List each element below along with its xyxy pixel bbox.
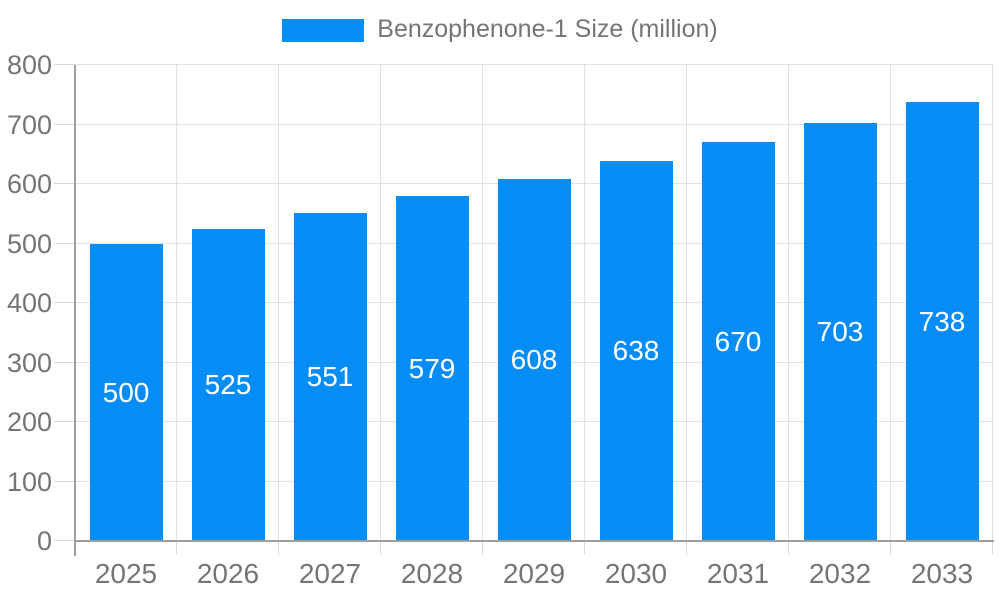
x-grid-line — [992, 65, 993, 541]
x-tick-label: 2030 — [604, 558, 668, 589]
x-tick-label: 2031 — [706, 558, 770, 589]
legend-swatch — [282, 19, 365, 42]
x-tick — [686, 541, 687, 555]
x-tick — [584, 541, 585, 555]
y-tick-label: 0 — [36, 526, 52, 556]
x-tick — [176, 541, 177, 555]
y-tick — [54, 421, 75, 422]
bar[interactable] — [294, 213, 367, 541]
x-tick-label: 2026 — [196, 558, 260, 589]
y-tick-label: 100 — [6, 467, 52, 497]
y-tick-label: 200 — [6, 407, 52, 437]
y-tick — [54, 481, 75, 482]
bar[interactable] — [600, 161, 673, 541]
y-tick-label: 700 — [6, 110, 52, 140]
x-grid-line — [584, 65, 585, 541]
x-tick-label: 2028 — [400, 558, 464, 589]
y-tick — [54, 362, 75, 363]
x-tick-label: 2029 — [502, 558, 566, 589]
x-tick — [992, 541, 993, 555]
y-tick — [54, 540, 75, 541]
y-tick — [54, 64, 75, 65]
x-tick — [788, 541, 789, 555]
bar[interactable] — [498, 179, 571, 541]
bar[interactable] — [906, 102, 979, 541]
x-grid-line — [278, 65, 279, 541]
y-tick-label: 300 — [6, 348, 52, 378]
y-tick-label: 400 — [6, 288, 52, 318]
x-tick-label: 2032 — [808, 558, 872, 589]
x-axis-line — [74, 540, 994, 542]
x-grid-line — [482, 65, 483, 541]
bar[interactable] — [396, 196, 469, 541]
bar[interactable] — [702, 142, 775, 541]
x-tick-label: 2027 — [298, 558, 362, 589]
x-grid-line — [380, 65, 381, 541]
bar[interactable] — [192, 229, 265, 541]
y-tick — [54, 302, 75, 303]
x-grid-line — [890, 65, 891, 541]
x-tick — [890, 541, 891, 555]
x-tick-label: 2025 — [94, 558, 158, 589]
legend: Benzophenone-1 Size (million) — [0, 17, 1000, 44]
legend-label: Benzophenone-1 Size (million) — [377, 15, 718, 43]
x-tick — [380, 541, 381, 555]
x-grid-line — [176, 65, 177, 541]
x-tick-label: 2033 — [910, 558, 974, 589]
y-grid-line — [75, 124, 993, 125]
x-grid-line — [686, 65, 687, 541]
x-tick — [278, 541, 279, 555]
bar[interactable] — [90, 244, 163, 541]
y-tick-label: 600 — [6, 169, 52, 199]
y-axis-line — [74, 65, 76, 556]
y-tick-label: 800 — [6, 50, 52, 80]
x-grid-line — [788, 65, 789, 541]
bar[interactable] — [804, 123, 877, 541]
legend-item[interactable]: Benzophenone-1 Size (million) — [282, 15, 718, 44]
y-tick — [54, 124, 75, 125]
y-tick-label: 500 — [6, 229, 52, 259]
y-tick — [54, 243, 75, 244]
y-tick — [54, 183, 75, 184]
x-tick — [482, 541, 483, 555]
y-grid-line — [75, 64, 993, 65]
